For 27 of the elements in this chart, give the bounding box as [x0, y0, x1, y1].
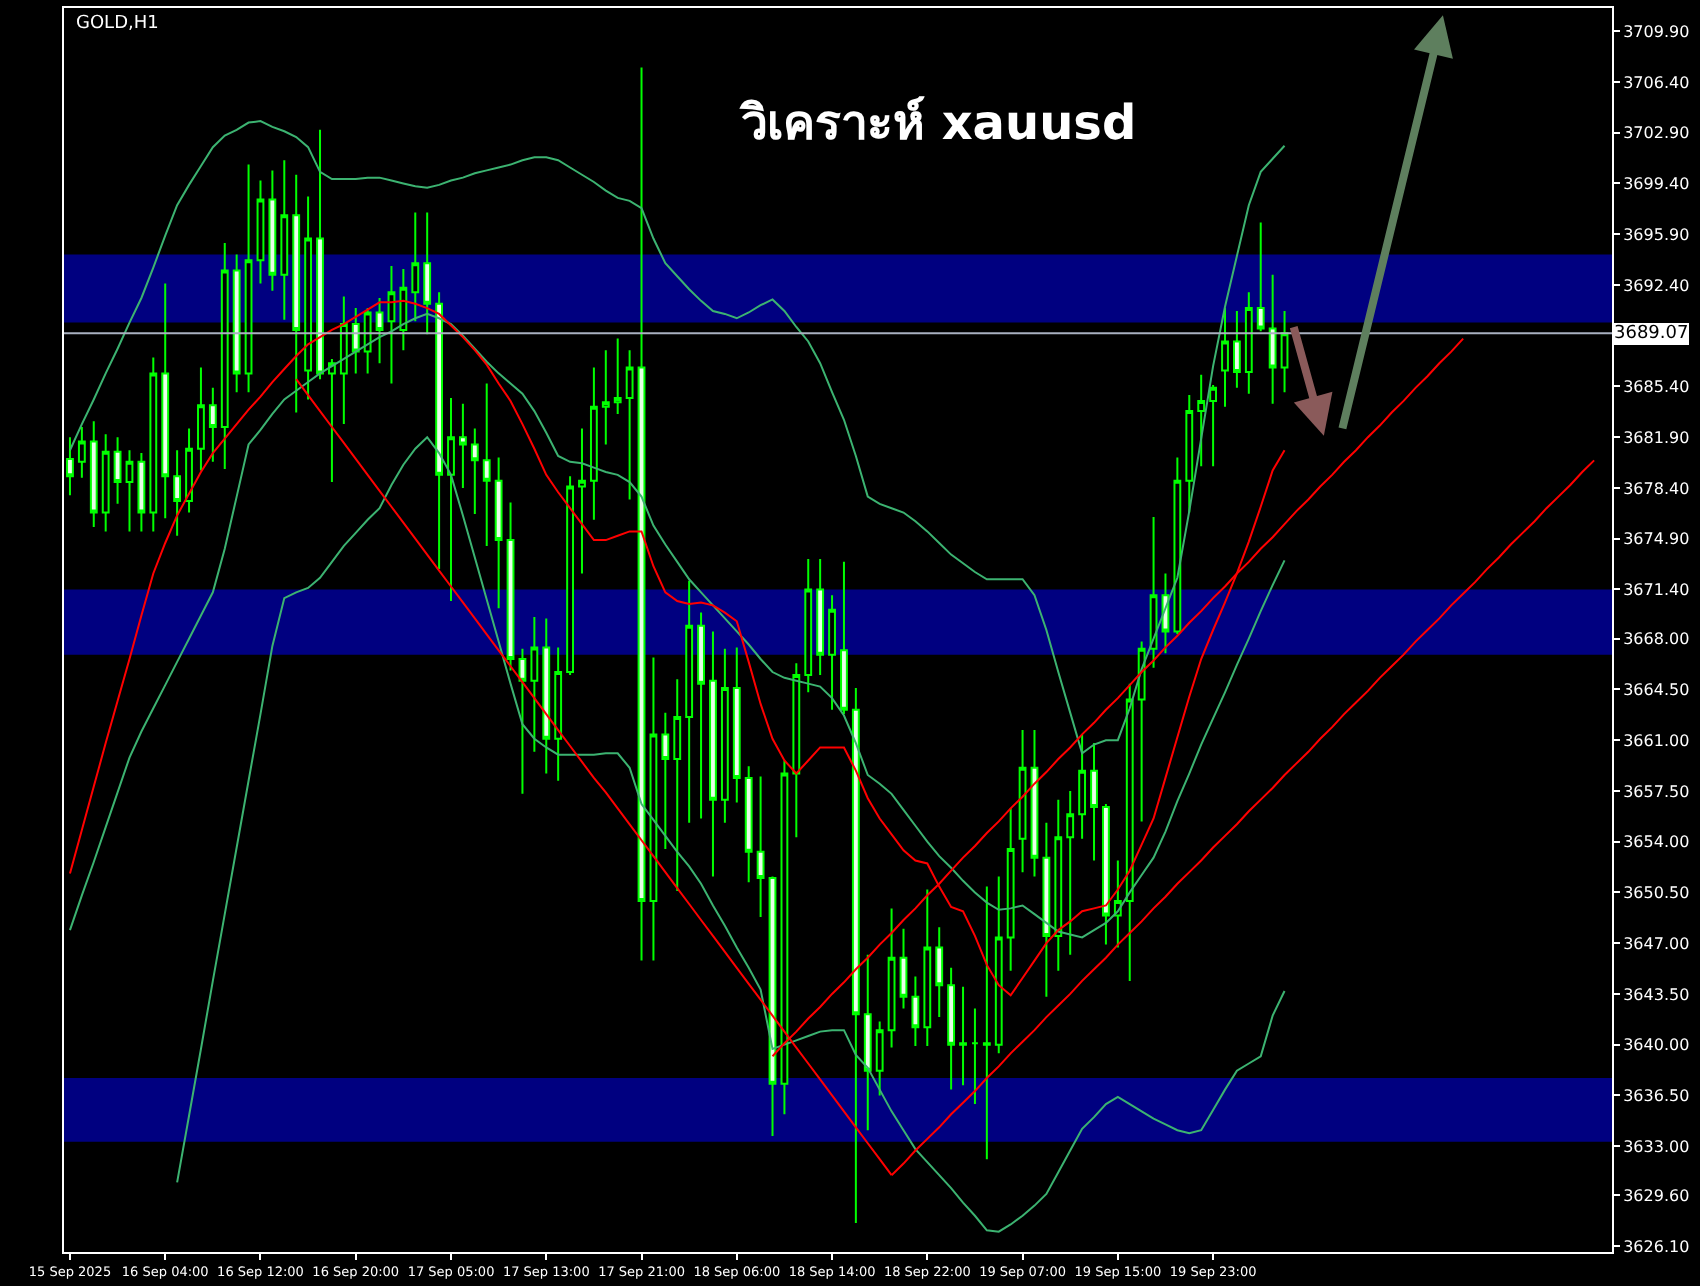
y-tick-label: 3681.90 [1623, 428, 1690, 447]
y-tick-label: 3668.00 [1623, 630, 1690, 649]
y-tick-label: 3636.50 [1623, 1087, 1690, 1106]
y-tick-label: 3702.90 [1623, 124, 1690, 143]
y-tick-label: 3674.90 [1623, 530, 1690, 549]
y-tick-label: 3654.00 [1623, 833, 1690, 852]
ref-line-label: 3689.07 [1614, 324, 1689, 344]
y-tick-label: 3685.40 [1623, 378, 1690, 397]
y-tick-label: 3678.40 [1623, 479, 1690, 498]
y-tick-label: 3650.50 [1623, 884, 1690, 903]
y-tick-label: 3629.60 [1623, 1187, 1690, 1206]
y-tick-label: 3692.40 [1623, 276, 1690, 295]
y-tick-label: 3661.00 [1623, 731, 1690, 750]
y-tick-label: 3640.00 [1623, 1036, 1690, 1055]
y-tick-label: 3657.50 [1623, 782, 1690, 801]
y-tick-label: 3671.40 [1623, 581, 1690, 599]
y-tick-label: 3709.90 [1623, 22, 1690, 41]
y-tick-label: 3647.00 [1623, 934, 1690, 953]
annotation: GOLD,H1 [76, 14, 159, 34]
y-tick-label: 3695.90 [1623, 225, 1690, 244]
y-tick-label: 3626.10 [1623, 1237, 1690, 1256]
y-tick-label: 3699.40 [1623, 175, 1690, 194]
y-tick-label: 3706.40 [1623, 73, 1690, 92]
text: วิเคราะห์ xauusd [738, 94, 1137, 151]
y-tick-label: 3643.50 [1623, 985, 1690, 1004]
y-tick-label: 3664.50 [1623, 681, 1690, 700]
y-tick-label: 3633.00 [1623, 1137, 1690, 1156]
